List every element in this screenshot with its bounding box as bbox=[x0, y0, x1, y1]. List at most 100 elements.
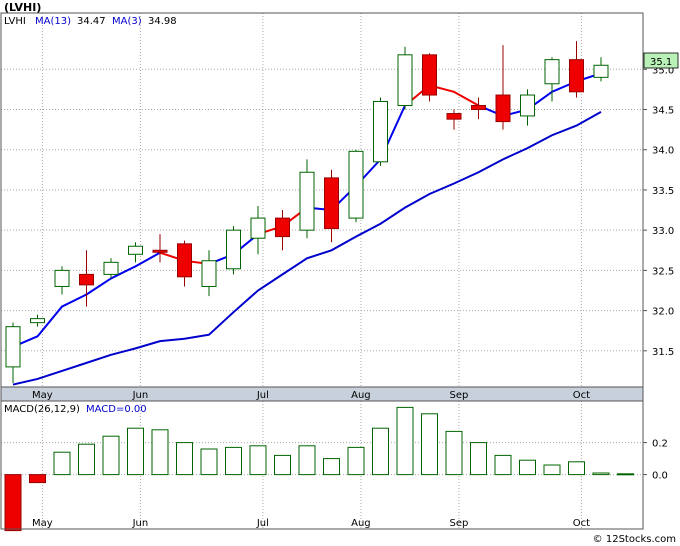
price-panel: 31.5 32.0 32.5 33.0 33.5 34.0 34.5 35.0 May Jun J… bbox=[0, 1, 679, 402]
candle-body bbox=[397, 54, 413, 106]
macd-bar bbox=[249, 445, 267, 476]
candle-body bbox=[275, 217, 290, 238]
candle bbox=[324, 169, 339, 243]
candle bbox=[250, 206, 266, 255]
candle-body bbox=[54, 269, 70, 287]
price-y-tick-label: 34.0 bbox=[652, 146, 674, 157]
macd-bar bbox=[347, 446, 365, 476]
candle-body bbox=[103, 261, 119, 275]
macd-bar bbox=[494, 454, 512, 476]
price-y-tick-label: 32.0 bbox=[652, 307, 674, 318]
price-y-axis: 31.5 32.0 32.5 33.0 33.5 34.0 34.5 35.0 bbox=[643, 65, 674, 358]
macd-bar bbox=[176, 442, 193, 476]
candle bbox=[79, 250, 94, 307]
macd-y-tick-label: 0.2 bbox=[652, 439, 668, 450]
ma3-segment bbox=[36, 305, 63, 338]
chart-title: (LVHI) bbox=[4, 1, 41, 14]
ma3-segment bbox=[134, 251, 161, 268]
candle-body bbox=[520, 94, 535, 117]
ma3-segment bbox=[453, 90, 480, 107]
macd-bar bbox=[29, 474, 46, 484]
candle-body bbox=[201, 260, 217, 287]
legend-ma13-value: 34.47 bbox=[77, 16, 106, 27]
price-tag-box bbox=[643, 52, 679, 69]
price-month-label: Aug bbox=[351, 390, 371, 401]
watermark: © 12Stocks.com bbox=[593, 534, 676, 545]
price-month-label: Jun bbox=[132, 390, 149, 401]
ma3-segment bbox=[61, 293, 88, 308]
price-y-tick-label: 34.5 bbox=[652, 106, 674, 117]
candle-body bbox=[471, 104, 486, 111]
candle-body bbox=[299, 171, 315, 231]
candle-body bbox=[324, 177, 339, 230]
price-month-label: Jul bbox=[256, 390, 269, 401]
price-tag: 35.1 bbox=[650, 57, 672, 68]
candle-body bbox=[495, 94, 511, 123]
price-y-tick-label: 33.5 bbox=[652, 186, 674, 197]
macd-panel: 0.00.2 May Jun Jul Aug Sep Oct MACD(26,12,9) … bbox=[0, 400, 668, 532]
candle bbox=[569, 41, 584, 98]
ma13-line bbox=[12, 111, 602, 386]
candle bbox=[520, 89, 535, 126]
candle-body bbox=[422, 54, 437, 96]
legend-ma3-label: MA(3) bbox=[112, 16, 142, 27]
candle-body bbox=[152, 249, 168, 253]
price-month-band bbox=[0, 386, 644, 402]
candle bbox=[471, 97, 486, 120]
price-x-axis: May Jun Jul Aug Sep Oct bbox=[32, 390, 590, 401]
candle bbox=[299, 159, 315, 239]
macd-bar bbox=[225, 446, 242, 476]
legend-symbol: LVHI bbox=[4, 16, 26, 27]
ma3-segment bbox=[110, 265, 137, 280]
candle bbox=[128, 242, 143, 263]
candle bbox=[495, 45, 511, 130]
macd-bar bbox=[323, 458, 340, 476]
candle-body bbox=[30, 318, 45, 324]
macd-bar bbox=[372, 427, 389, 476]
macd-bar bbox=[617, 473, 634, 476]
candle-body bbox=[177, 243, 192, 278]
macd-y-axis: 0.0 0.2 bbox=[643, 439, 668, 482]
candle-layer bbox=[5, 41, 609, 383]
macd-bar-layer bbox=[4, 406, 634, 532]
candle bbox=[103, 258, 119, 279]
macd-x-axis: May Jun Jul Aug Sep Oct bbox=[32, 518, 590, 529]
candle bbox=[226, 226, 241, 275]
candle bbox=[373, 97, 388, 166]
macd-y-tick-label: 0.0 bbox=[652, 471, 668, 482]
macd-month-label: Oct bbox=[573, 518, 590, 529]
macd-bar bbox=[519, 459, 536, 476]
candle-body bbox=[226, 229, 241, 270]
ma3-segment bbox=[85, 277, 112, 296]
price-y-tick-label: 32.5 bbox=[652, 266, 674, 277]
price-month-label: Oct bbox=[573, 390, 590, 401]
price-y-tick-label: 31.5 bbox=[652, 347, 674, 358]
macd-bar bbox=[396, 406, 414, 476]
candle bbox=[275, 210, 290, 251]
price-month-label: Sep bbox=[449, 390, 468, 401]
macd-bar bbox=[470, 442, 487, 476]
macd-bar bbox=[592, 472, 610, 476]
candle bbox=[544, 57, 560, 102]
candle-body bbox=[373, 100, 388, 163]
candle bbox=[446, 109, 462, 130]
price-grid bbox=[1, 13, 643, 387]
ma13-line-layer bbox=[12, 111, 602, 386]
candle bbox=[397, 46, 413, 110]
candle-body bbox=[250, 217, 266, 239]
macd-bar bbox=[200, 448, 218, 476]
legend-ma13-label: MA(13) bbox=[35, 16, 71, 27]
macd-bar bbox=[543, 464, 561, 476]
macd-month-label: Jul bbox=[256, 518, 269, 529]
macd-bar bbox=[274, 454, 291, 476]
candle bbox=[177, 240, 192, 287]
macd-bar bbox=[568, 461, 585, 476]
candle-body bbox=[544, 59, 560, 85]
macd-month-label: Aug bbox=[351, 518, 371, 529]
macd-bar bbox=[78, 443, 95, 476]
macd-bar bbox=[151, 429, 169, 476]
candle-body bbox=[128, 245, 143, 255]
price-month-label: May bbox=[32, 390, 53, 401]
macd-bar bbox=[53, 451, 71, 476]
candle-body bbox=[79, 273, 94, 286]
